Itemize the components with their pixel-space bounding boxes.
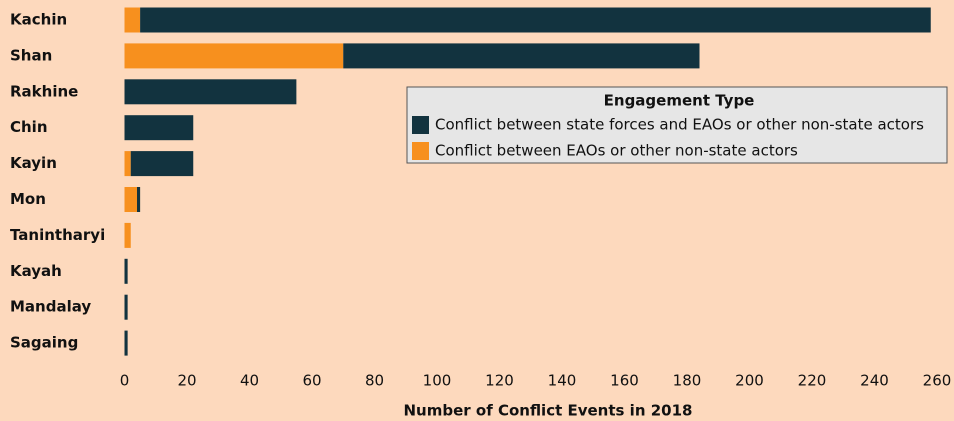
legend-swatch bbox=[412, 116, 429, 134]
x-tick-label: 260 bbox=[923, 372, 952, 390]
x-tick-label: 60 bbox=[302, 372, 321, 390]
legend-title: Engagement Type bbox=[604, 92, 755, 110]
x-axis-label: Number of Conflict Events in 2018 bbox=[404, 402, 693, 420]
x-tick-label: 180 bbox=[673, 372, 702, 390]
bar-segment bbox=[140, 7, 931, 33]
x-tick-label: 200 bbox=[735, 372, 764, 390]
y-tick-label: Kayin bbox=[10, 154, 57, 172]
x-tick-label: 140 bbox=[548, 372, 577, 390]
bar-segment bbox=[130, 151, 194, 177]
bar-segment bbox=[124, 7, 141, 33]
x-tick-label: 100 bbox=[423, 372, 452, 390]
bar-segment bbox=[124, 151, 131, 177]
legend-label: Conflict between state forces and EAOs o… bbox=[435, 116, 924, 134]
bar-segment bbox=[124, 294, 128, 320]
bar-segment bbox=[124, 79, 297, 105]
x-tick-label: 20 bbox=[177, 372, 196, 390]
y-tick-label: Shan bbox=[10, 46, 52, 64]
bar-segment bbox=[343, 43, 700, 69]
legend-swatch bbox=[412, 142, 429, 160]
legend-box bbox=[406, 86, 948, 164]
bar-segment bbox=[124, 258, 128, 284]
y-tick-label: Kayah bbox=[10, 262, 62, 280]
bar-segment bbox=[124, 115, 194, 141]
bar-segment bbox=[124, 330, 128, 356]
x-tick-label: 80 bbox=[365, 372, 384, 390]
y-tick-label: Tanintharyi bbox=[10, 226, 105, 244]
bar-segment bbox=[124, 43, 344, 69]
x-tick-label: 240 bbox=[860, 372, 889, 390]
y-tick-label: Kachin bbox=[10, 11, 67, 29]
y-tick-label: Chin bbox=[10, 118, 48, 136]
y-tick-label: Rakhine bbox=[10, 82, 78, 100]
bar-segment bbox=[124, 222, 131, 248]
y-tick-label: Mon bbox=[10, 190, 46, 208]
x-tick-label: 40 bbox=[240, 372, 259, 390]
y-tick-label: Mandalay bbox=[10, 298, 91, 316]
legend-label: Conflict between EAOs or other non-state… bbox=[435, 142, 798, 160]
y-tick-label: Sagaing bbox=[10, 334, 78, 352]
x-tick-label: 160 bbox=[610, 372, 639, 390]
x-tick-label: 220 bbox=[798, 372, 827, 390]
bar-segment bbox=[137, 187, 141, 212]
bar-segment bbox=[124, 187, 137, 212]
x-tick-label: 120 bbox=[485, 372, 514, 390]
x-tick-label: 0 bbox=[120, 372, 130, 390]
